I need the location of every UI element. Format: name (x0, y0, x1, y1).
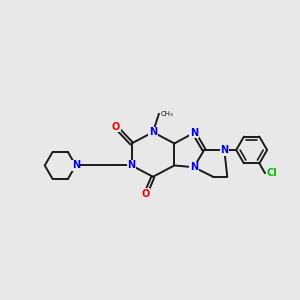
Text: N: N (190, 128, 198, 138)
Text: O: O (112, 122, 120, 132)
Text: N: N (220, 145, 228, 155)
Text: N: N (128, 160, 136, 170)
Text: Cl: Cl (266, 168, 277, 178)
Text: CH₃: CH₃ (160, 111, 173, 117)
Text: N: N (72, 160, 80, 170)
Text: O: O (141, 189, 150, 199)
Text: N: N (190, 162, 198, 172)
Text: N: N (149, 127, 157, 137)
